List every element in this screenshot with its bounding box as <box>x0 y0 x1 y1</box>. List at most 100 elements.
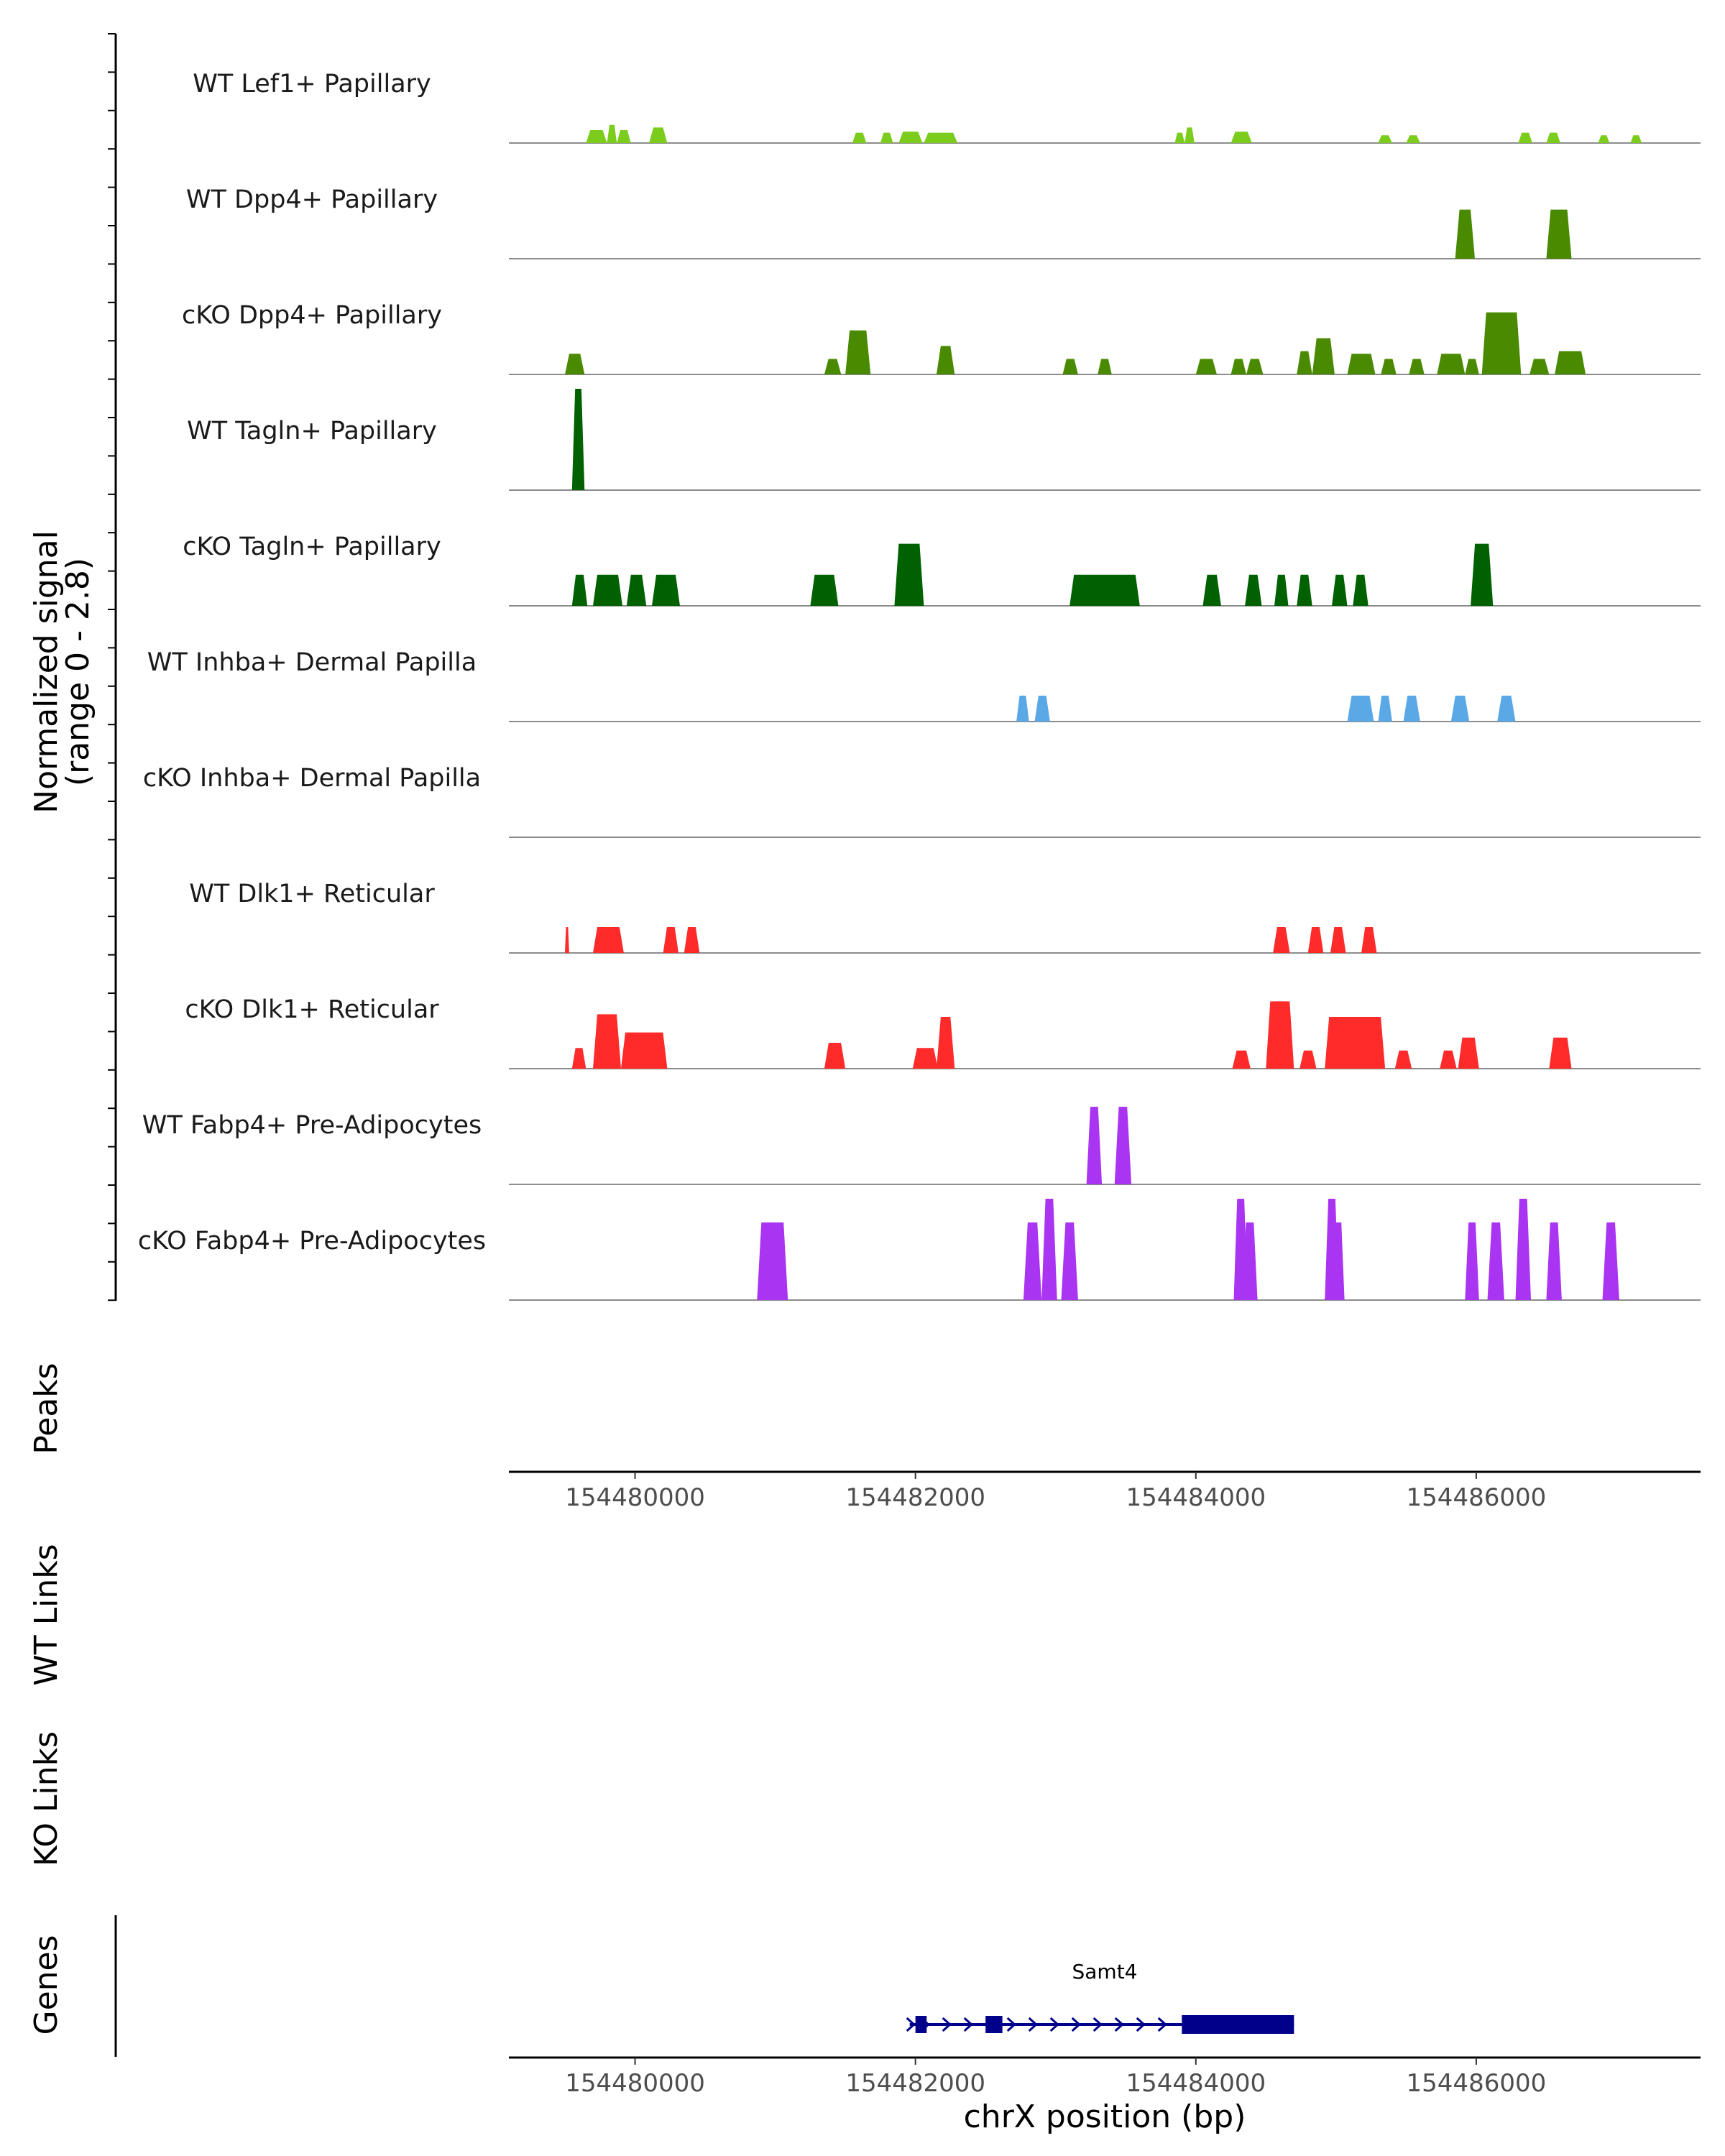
coverage-peak <box>571 574 588 606</box>
track-0: WT Lef1+ Papillary <box>193 70 1701 144</box>
gene-model-samt4 <box>906 2015 1294 2034</box>
coverage-peak <box>1458 1037 1479 1069</box>
x-tick-label: 154482000 <box>845 2069 985 2098</box>
coverage-peak <box>652 574 680 606</box>
coverage-tracks: WT Lef1+ Papillary WT Dpp4+ Papillary cKO … <box>138 70 1701 1301</box>
coverage-peak <box>1174 132 1185 143</box>
coverage-peak <box>1273 927 1290 953</box>
coverage-peak <box>1465 1222 1479 1300</box>
track-label: cKO Fabp4+ Pre-Adipocytes <box>138 1227 486 1256</box>
coverage-peak <box>1195 359 1217 374</box>
track-6: cKO Inhba+ Dermal Papilla <box>143 764 1701 838</box>
coverage-peak <box>852 132 867 143</box>
gene-exon <box>1182 2015 1294 2034</box>
coverage-peak <box>1602 1222 1619 1300</box>
track-label: WT Inhba+ Dermal Papilla <box>147 648 477 677</box>
x-tick-label: 154486000 <box>1407 1483 1547 1512</box>
track-label: WT Tagln+ Papillary <box>187 417 437 446</box>
gene-strand-arrow <box>1006 2017 1016 2032</box>
coverage-peak <box>586 130 607 143</box>
coverage-peak <box>1515 1199 1531 1300</box>
coverage-peak <box>1378 696 1392 722</box>
coverage-peak <box>1555 351 1586 374</box>
track-9: WT Fabp4+ Pre-Adipocytes <box>142 1107 1701 1185</box>
coverage-peak <box>1098 359 1112 374</box>
coverage-peak <box>1242 1222 1258 1300</box>
coverage-peak <box>924 132 958 143</box>
coverage-peak <box>1465 359 1479 374</box>
coverage-peak <box>1332 574 1348 606</box>
coverage-peak <box>1230 132 1252 143</box>
x-tick-label: 154480000 <box>565 2069 705 2098</box>
track-label: cKO Inhba+ Dermal Papilla <box>143 764 481 793</box>
coverage-peak <box>824 1043 846 1069</box>
coverage-peak <box>1409 359 1425 374</box>
track-4: cKO Tagln+ Papillary <box>183 533 1701 607</box>
coverage-peak <box>1549 1037 1572 1069</box>
coverage-peak <box>1347 354 1376 374</box>
gene-exon <box>985 2016 1003 2033</box>
coverage-peak <box>1230 359 1246 374</box>
coverage-peak <box>880 132 893 143</box>
genes-section-label: Genes <box>28 1935 65 2035</box>
coverage-peak <box>607 124 617 143</box>
signal-y-axis-title: Normalized signal <box>28 530 65 814</box>
x-tick-label: 154486000 <box>1407 2069 1547 2098</box>
coverage-peak <box>1455 209 1475 259</box>
coverage-peak <box>1274 574 1289 606</box>
coverage-peak <box>626 574 647 606</box>
coverage-peak <box>1245 574 1262 606</box>
track-3: WT Tagln+ Papillary <box>187 389 1701 491</box>
coverage-peak <box>1023 1222 1042 1300</box>
coverage-peak <box>571 389 585 490</box>
x-tick-label: 154480000 <box>565 1483 705 1512</box>
x-tick-label: 154482000 <box>845 1483 985 1512</box>
track-label: cKO Dlk1+ Reticular <box>185 995 439 1024</box>
x-tick-label: 154484000 <box>1126 1483 1266 1512</box>
coverage-peak <box>1353 574 1368 606</box>
gene-strand-arrow <box>1028 2017 1038 2032</box>
coverage-peak <box>936 1017 955 1069</box>
coverage-peak <box>1232 1050 1251 1069</box>
coverage-peak <box>593 927 624 953</box>
coverage-peak <box>1266 1001 1294 1069</box>
coverage-peak <box>1246 359 1264 374</box>
track-label: WT Dpp4+ Papillary <box>186 185 438 214</box>
track-2: cKO Dpp4+ Papillary <box>182 301 1701 375</box>
coverage-peak <box>810 574 839 606</box>
gene-strand-arrow <box>1136 2017 1146 2032</box>
coverage-peak <box>1070 574 1140 606</box>
coverage-peak <box>1471 543 1494 606</box>
gene-strand-arrow <box>942 2017 952 2032</box>
coverage-peak <box>1406 135 1420 143</box>
coverage-peak <box>621 1032 668 1069</box>
coverage-peak <box>1361 927 1377 953</box>
coverage-peak <box>1330 927 1346 953</box>
coverage-peak <box>898 132 923 143</box>
coverage-peak <box>1297 574 1312 606</box>
coverage-peak <box>1034 696 1050 722</box>
x-axis-title: chrX position (bp) <box>964 2099 1246 2135</box>
gene-exon <box>915 2016 927 2033</box>
coverage-peak <box>1450 696 1470 722</box>
gene-label-samt4: Samt4 <box>1072 1960 1138 1984</box>
coverage-peak <box>617 130 631 143</box>
coverage-peak <box>565 927 569 953</box>
peaks-x-ticks: 154480000 154482000 154484000 154486000 <box>565 1472 1546 1512</box>
coverage-peak <box>894 543 924 606</box>
signal-y-ticks <box>108 33 116 1302</box>
track-7: WT Dlk1+ Reticular <box>189 880 1701 954</box>
gene-strand-arrow <box>963 2017 973 2032</box>
coverage-peak <box>593 1014 621 1069</box>
coverage-peak <box>1437 354 1466 374</box>
coverage-peak <box>1546 132 1560 143</box>
coverage-peak <box>1394 1050 1412 1069</box>
coverage-peak <box>1381 359 1397 374</box>
coverage-peak <box>1062 359 1078 374</box>
coverage-peak <box>1546 209 1572 259</box>
coverage-peak <box>1325 1017 1386 1069</box>
coverage-peak <box>824 359 842 374</box>
coverage-peak <box>1300 1050 1317 1069</box>
coverage-peak <box>663 927 678 953</box>
